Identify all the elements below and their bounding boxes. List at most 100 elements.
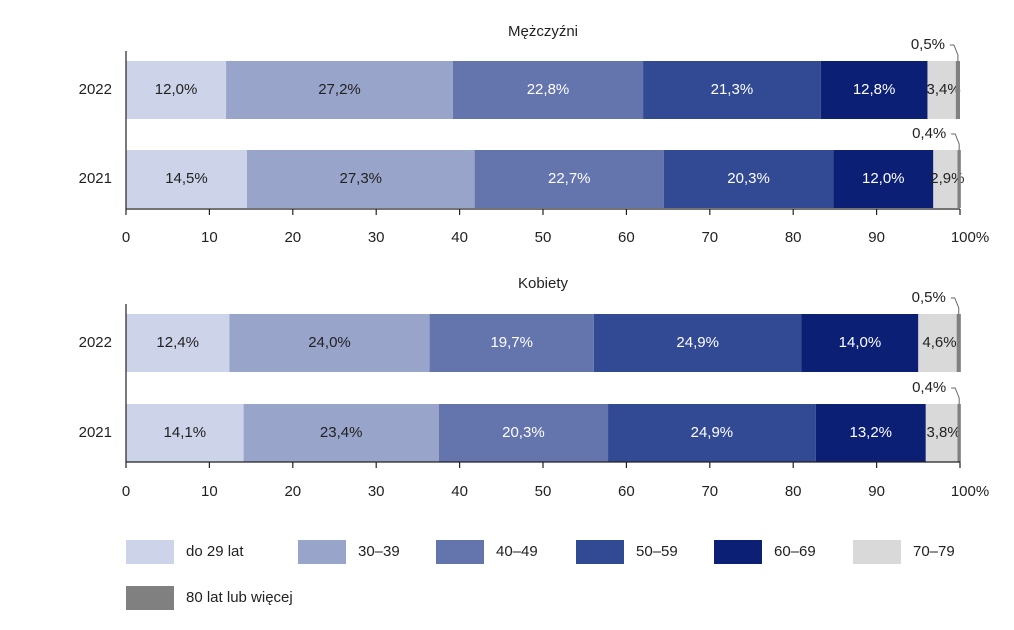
data-label: 3,4% [927,81,961,98]
category-label: 2022 [79,81,112,98]
data-label: 22,7% [548,170,591,187]
bar-segment [925,404,958,462]
data-label: 20,3% [727,170,770,187]
bar-segment [820,61,928,119]
bar-segment [956,314,961,372]
category-label: 2022 [79,334,112,351]
bar-segment [918,314,957,372]
leader-line [951,387,960,404]
data-label: 27,2% [318,81,361,98]
legend-label: 80 lat lub więcej [186,589,293,606]
bar-segment [593,314,802,372]
data-label: 24,9% [691,424,734,441]
data-label: 0,5% [912,289,946,306]
data-label: 4,6% [922,334,956,351]
data-label: 27,3% [339,170,382,187]
bar-segment [126,61,227,119]
bar-segment [438,404,609,462]
bar-segment [933,150,958,208]
bar-segment [833,150,934,208]
x-tick-label: 30 [368,229,385,246]
bar-segment [957,404,961,462]
legend-swatch [853,540,901,564]
legend-label: 60–69 [774,543,816,560]
category-label: 2021 [79,424,112,441]
x-tick-label: 50 [535,483,552,500]
data-label: 0,5% [911,36,945,53]
data-label: 12,0% [155,81,198,98]
bar-segment [126,404,244,462]
data-label: 24,0% [308,334,351,351]
legend-label: 50–59 [636,543,678,560]
x-tick-label: 60 [618,483,635,500]
data-label: 21,3% [711,81,754,98]
data-label: 20,3% [502,424,545,441]
data-label: 14,5% [165,170,208,187]
bar-segment [474,150,664,208]
x-tick-label: 70 [701,229,718,246]
leader-line [951,133,960,150]
legend-label: 70–79 [913,543,955,560]
x-tick-label: 0 [122,483,130,500]
data-label: 12,4% [156,334,199,351]
legend-label: 40–49 [496,543,538,560]
x-tick-label: 50 [535,229,552,246]
bar-segment [229,314,430,372]
bar-segment [452,61,644,119]
legend-swatch [714,540,762,564]
x-tick-label: 20 [284,229,301,246]
data-label: 22,8% [527,81,570,98]
x-tick-label: 90 [868,229,885,246]
x-tick-label: 100% [951,229,989,246]
bar-segment [608,404,816,462]
bar-segment [957,150,961,208]
data-label: 14,1% [164,424,207,441]
bar-segment [815,404,926,462]
chart-title: Mężczyźni [508,23,578,40]
x-tick-label: 90 [868,483,885,500]
data-label: 19,7% [490,334,533,351]
legend-swatch [436,540,484,564]
legend-label: do 29 lat [186,543,244,560]
bar-segment [126,150,247,208]
legend-swatch [298,540,346,564]
bar-segment [801,314,919,372]
data-label: 13,2% [849,424,892,441]
legend-swatch [126,540,174,564]
data-label: 12,8% [853,81,896,98]
x-tick-label: 30 [368,483,385,500]
bar-segment [226,61,453,119]
data-label: 0,4% [912,379,946,396]
x-tick-label: 10 [201,229,218,246]
x-tick-label: 100% [951,483,989,500]
x-tick-label: 70 [701,483,718,500]
data-label: 2,9% [930,170,964,187]
data-label: 23,4% [320,424,363,441]
category-label: 2021 [79,170,112,187]
data-label: 12,0% [862,170,905,187]
x-tick-label: 0 [122,229,130,246]
data-label: 3,8% [927,424,961,441]
data-label: 0,4% [912,125,946,142]
legend-swatch [126,586,174,610]
bar-segment [663,150,834,208]
bar-segment [246,150,475,208]
x-tick-label: 20 [284,483,301,500]
leader-line [950,297,960,314]
bar-segment [126,314,230,372]
legend-label: 30–39 [358,543,400,560]
chart-title: Kobiety [518,275,569,292]
leader-line [949,44,959,61]
x-tick-label: 40 [451,483,468,500]
x-tick-label: 10 [201,483,218,500]
bar-segment [643,61,821,119]
bar-segment [955,61,960,119]
bar-segment [927,61,956,119]
x-tick-label: 80 [785,483,802,500]
data-label: 14,0% [839,334,882,351]
x-tick-label: 60 [618,229,635,246]
legend-swatch [576,540,624,564]
data-label: 24,9% [676,334,719,351]
